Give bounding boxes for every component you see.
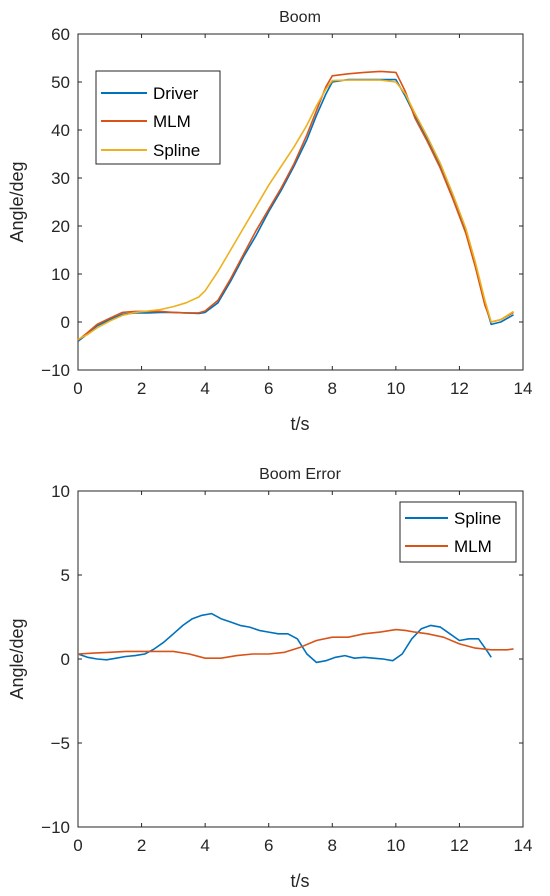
boom-y-tick-label-5: 40 bbox=[51, 121, 70, 140]
boom-series-line-driver bbox=[77, 78, 514, 342]
boom-error-x-tick-label-6: 6 bbox=[264, 836, 273, 855]
boom-error-x-tick-label-10: 10 bbox=[386, 836, 405, 855]
boom-x-tick-label-12: 12 bbox=[450, 379, 469, 398]
boom-y-axis-label: Angle/deg bbox=[7, 161, 27, 242]
legend-label-mlm: MLM bbox=[454, 537, 492, 556]
boom-error-x-tick-label-14: 14 bbox=[514, 836, 533, 855]
boom-x-tick-label-8: 8 bbox=[328, 379, 337, 398]
boom-x-tick-label-0: 0 bbox=[73, 379, 82, 398]
boom-error-x-tick-label-2: 2 bbox=[137, 836, 146, 855]
boom-error-y-tick-label-0: −10 bbox=[41, 818, 70, 837]
boom-error-y-tick-label-4: 10 bbox=[51, 482, 70, 501]
boom-error-x-tick-label-12: 12 bbox=[450, 836, 469, 855]
boom-error-series-line-mlm bbox=[77, 628, 514, 660]
boom-x-ticks: 0 2 4 6 8 10 12 14 bbox=[73, 34, 532, 398]
boom-error-x-tick-label-4: 4 bbox=[200, 836, 209, 855]
legend-label-mlm: MLM bbox=[153, 112, 191, 131]
boom-y-tick-label-2: 10 bbox=[51, 265, 70, 284]
boom-error-x-axis-label: t/s bbox=[290, 871, 309, 891]
boom-y-tick-label-1: 0 bbox=[61, 313, 70, 332]
boom-x-tick-label-14: 14 bbox=[514, 379, 533, 398]
boom-x-tick-label-4: 4 bbox=[200, 379, 209, 398]
boom-error-x-ticks: 0 2 4 6 8 10 12 14 bbox=[73, 491, 532, 855]
boom-error-y-axis-label: Angle/deg bbox=[7, 618, 27, 699]
boom-error-y-tick-label-3: 5 bbox=[61, 566, 70, 585]
legend-label-spline: Spline bbox=[153, 141, 200, 160]
boom-legend: Driver MLM Spline bbox=[95, 70, 221, 165]
boom-y-tick-label-0: −10 bbox=[41, 361, 70, 380]
boom-error-y-ticks: −10 −5 0 5 10 bbox=[41, 482, 523, 837]
legend-label-driver: Driver bbox=[153, 84, 199, 103]
boom-legend-box bbox=[95, 70, 221, 165]
boom-y-tick-label-6: 50 bbox=[51, 73, 70, 92]
boom-y-tick-label-3: 20 bbox=[51, 217, 70, 236]
boom-error-legend-box bbox=[399, 501, 517, 563]
boom-error-y-tick-label-2: 0 bbox=[61, 650, 70, 669]
boom-error-x-tick-label-8: 8 bbox=[328, 836, 337, 855]
boom-error-y-tick-label-1: −5 bbox=[51, 734, 70, 753]
boom-y-tick-label-7: 60 bbox=[51, 25, 70, 44]
boom-y-tick-label-4: 30 bbox=[51, 169, 70, 188]
boom-title: Boom bbox=[279, 9, 321, 26]
boom-x-tick-label-10: 10 bbox=[386, 379, 405, 398]
boom-error-chart: Boom Error t/s Angle/deg 0 2 4 6 8 10 12 14 −10… bbox=[7, 466, 532, 891]
boom-error-legend: Spline MLM bbox=[399, 501, 517, 563]
boom-error-x-tick-label-0: 0 bbox=[73, 836, 82, 855]
boom-series-lines bbox=[77, 70, 514, 342]
boom-x-axis-label: t/s bbox=[290, 414, 309, 434]
boom-y-ticks: −10 0 10 20 30 40 50 60 bbox=[41, 25, 523, 380]
boom-chart: Boom t/s Angle/deg 0 2 4 6 8 10 12 14 −10010203… bbox=[7, 9, 532, 434]
legend-label-spline: Spline bbox=[454, 509, 501, 528]
boom-error-series-lines bbox=[77, 612, 514, 664]
boom-error-title: Boom Error bbox=[259, 466, 341, 483]
boom-error-series-line-spline bbox=[77, 612, 492, 664]
boom-x-tick-label-6: 6 bbox=[264, 379, 273, 398]
boom-series-line-spline bbox=[77, 79, 514, 341]
boom-x-tick-label-2: 2 bbox=[137, 379, 146, 398]
